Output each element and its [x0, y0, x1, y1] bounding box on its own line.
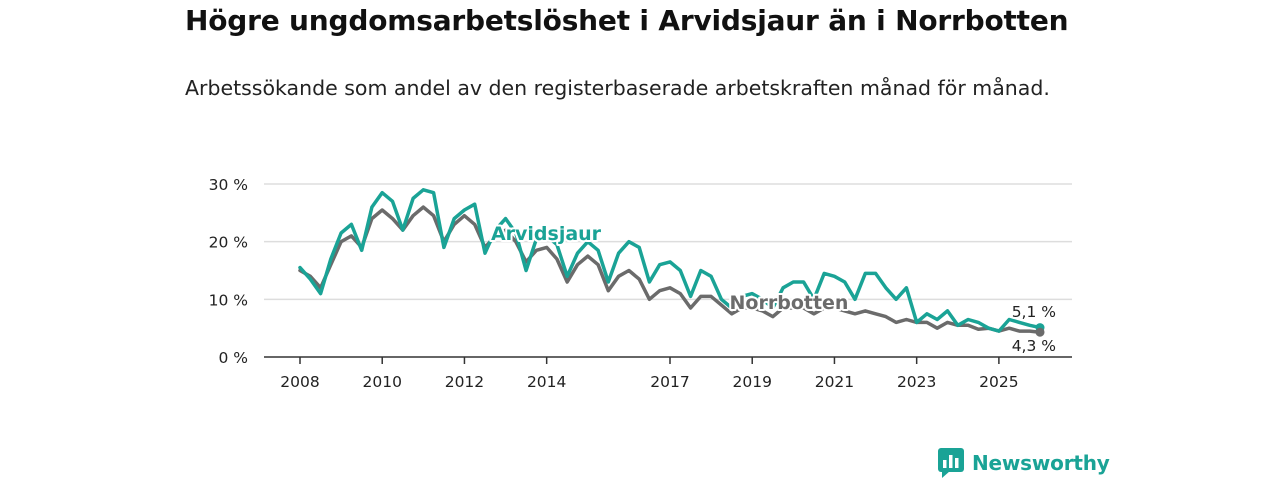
end-point-norrbotten — [1035, 327, 1045, 337]
newsworthy-brand-text: Newsworthy — [972, 451, 1110, 475]
end-label-arvidsjaur: 5,1 % — [1012, 303, 1056, 321]
end-label-norrbotten: 4,3 % — [1012, 337, 1056, 355]
x-tick-label: 2025 — [979, 373, 1018, 391]
newsworthy-logo[interactable]: Newsworthy — [938, 448, 1110, 478]
x-tick-label: 2014 — [527, 373, 566, 391]
chart-subtitle: Arbetssökande som andel av den registerb… — [185, 76, 1050, 100]
y-tick-label: 10 % — [209, 291, 248, 309]
chart-title: Högre ungdomsarbetslöshet i Arvidsjaur ä… — [185, 4, 1069, 37]
x-tick-label: 2008 — [280, 373, 319, 391]
y-tick-label: 30 % — [209, 176, 248, 194]
x-tick-label: 2019 — [732, 373, 771, 391]
newsworthy-logo-icon — [938, 448, 964, 478]
x-tick-label: 2012 — [445, 373, 484, 391]
series-label-arvidsjaur: Arvidsjaur — [491, 223, 602, 245]
y-tick-label: 0 % — [218, 349, 248, 367]
series-label-norrbotten: Norrbotten — [730, 292, 849, 314]
x-tick-label: 2021 — [815, 373, 854, 391]
series-line-arvidsjaur — [298, 188, 1042, 333]
x-tick-label: 2010 — [362, 373, 401, 391]
x-tick-label: 2023 — [897, 373, 936, 391]
x-tick-label: 2017 — [650, 373, 689, 391]
y-tick-label: 20 % — [209, 234, 248, 252]
